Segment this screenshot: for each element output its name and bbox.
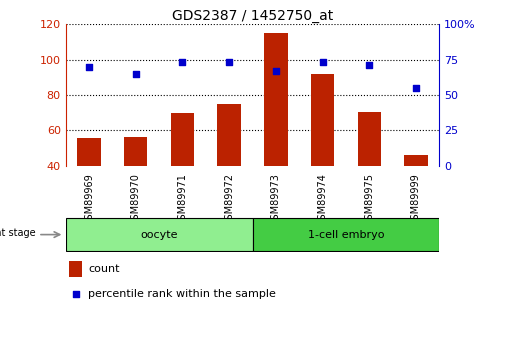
Point	[225, 60, 233, 65]
Text: development stage: development stage	[0, 228, 36, 238]
Bar	[171, 112, 194, 166]
Bar	[264, 33, 287, 166]
Bar	[405, 155, 428, 166]
Text: count: count	[88, 264, 120, 274]
Point	[365, 62, 373, 68]
Point	[319, 60, 327, 65]
Bar	[77, 138, 100, 166]
Bar	[358, 112, 381, 166]
Point	[72, 292, 80, 297]
Bar	[69, 261, 82, 277]
Bar	[311, 73, 334, 166]
Point	[178, 60, 186, 65]
Bar	[252, 218, 439, 251]
Text: 1-cell embryo: 1-cell embryo	[308, 230, 384, 239]
Bar	[66, 218, 252, 251]
Bar	[218, 104, 241, 166]
Point	[132, 71, 140, 76]
Bar	[124, 137, 147, 166]
Point	[272, 68, 280, 73]
Point	[412, 85, 420, 91]
Text: percentile rank within the sample: percentile rank within the sample	[88, 289, 276, 299]
Title: GDS2387 / 1452750_at: GDS2387 / 1452750_at	[172, 9, 333, 23]
Point	[85, 64, 93, 69]
Text: oocyte: oocyte	[140, 230, 178, 239]
